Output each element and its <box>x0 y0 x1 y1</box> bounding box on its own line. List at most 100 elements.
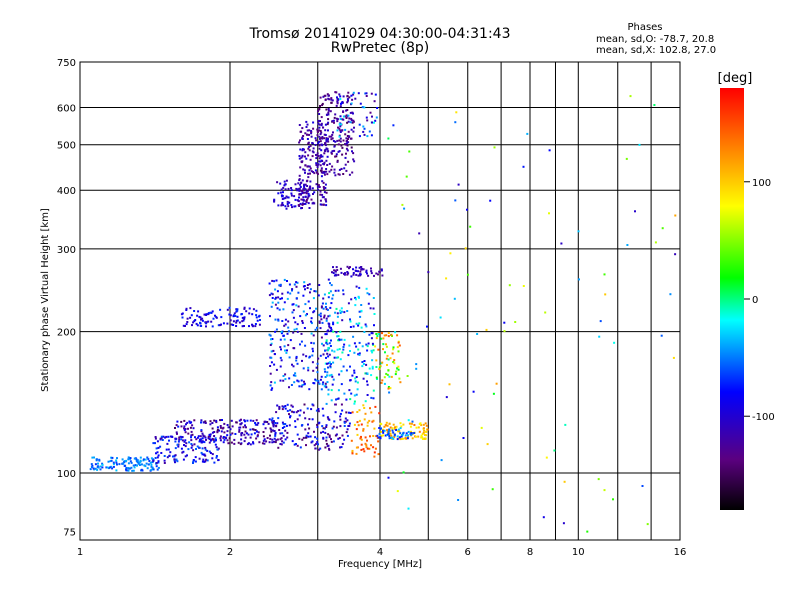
data-point <box>325 191 328 194</box>
data-point <box>445 396 448 399</box>
data-point <box>299 166 302 169</box>
data-point <box>415 363 418 366</box>
data-point <box>347 120 350 123</box>
data-point <box>280 348 282 351</box>
data-point <box>370 396 373 399</box>
data-point <box>323 161 326 164</box>
data-point <box>355 393 358 396</box>
data-point <box>377 331 380 334</box>
data-point <box>89 468 92 471</box>
data-point <box>364 92 367 95</box>
data-point <box>101 463 104 466</box>
data-point <box>295 443 297 445</box>
data-point <box>340 102 342 105</box>
data-point <box>190 314 193 317</box>
data-point <box>387 369 390 372</box>
data-point <box>314 447 317 450</box>
data-point <box>327 113 330 116</box>
data-point <box>101 462 104 465</box>
data-point <box>196 324 199 327</box>
data-point <box>378 366 381 369</box>
data-point <box>386 424 389 427</box>
data-point <box>388 422 391 425</box>
data-point <box>243 433 246 436</box>
data-point <box>320 122 323 125</box>
data-point <box>217 324 220 327</box>
data-point <box>336 348 339 351</box>
data-point <box>186 421 189 424</box>
data-point <box>366 372 369 375</box>
data-point <box>277 204 280 207</box>
data-point <box>178 436 181 439</box>
data-point <box>330 168 333 171</box>
data-point <box>311 418 314 421</box>
data-point <box>544 311 547 314</box>
data-point <box>341 442 344 445</box>
data-point <box>164 436 167 439</box>
data-point <box>302 203 305 205</box>
data-point <box>91 456 94 459</box>
data-point <box>350 137 353 140</box>
data-point <box>286 332 289 335</box>
data-point <box>295 355 298 358</box>
data-point <box>190 443 193 445</box>
data-point <box>281 320 284 322</box>
data-point <box>157 446 160 449</box>
data-point <box>186 454 188 457</box>
data-point <box>247 433 250 436</box>
data-point <box>322 297 325 300</box>
data-point <box>300 181 303 184</box>
data-point <box>341 319 344 322</box>
data-point <box>299 343 301 346</box>
data-point <box>226 322 229 325</box>
data-point <box>330 326 332 329</box>
data-point <box>336 139 339 142</box>
data-point <box>180 420 183 423</box>
data-point <box>325 424 328 427</box>
data-point <box>379 365 382 368</box>
data-point <box>346 109 349 111</box>
data-point <box>380 423 383 426</box>
data-point <box>345 369 348 372</box>
data-point <box>306 287 309 289</box>
data-point <box>368 447 371 450</box>
data-point <box>193 443 196 446</box>
data-point <box>335 153 338 156</box>
data-point <box>548 212 550 215</box>
data-point <box>150 463 153 466</box>
data-point <box>309 435 312 438</box>
data-point <box>226 424 229 426</box>
data-point <box>315 154 317 156</box>
data-point <box>328 326 331 329</box>
data-point <box>563 480 566 483</box>
data-point <box>303 186 306 189</box>
data-point <box>364 442 367 445</box>
data-point <box>388 391 391 394</box>
data-point <box>160 452 163 454</box>
data-point <box>244 430 247 433</box>
data-point <box>397 428 400 431</box>
data-point <box>279 182 282 185</box>
data-point <box>653 104 656 106</box>
data-point <box>294 420 297 423</box>
data-point <box>319 203 322 206</box>
data-point <box>357 348 360 351</box>
data-point <box>626 244 629 246</box>
data-point <box>548 149 551 152</box>
data-point <box>133 457 136 460</box>
data-point <box>336 129 339 132</box>
data-point <box>339 131 342 133</box>
data-point <box>522 165 525 168</box>
data-point <box>385 424 388 427</box>
data-point <box>308 427 311 430</box>
data-point <box>248 325 250 328</box>
data-point <box>354 97 357 100</box>
data-point <box>336 120 339 123</box>
data-point <box>184 455 187 458</box>
data-point <box>378 368 381 371</box>
data-point <box>347 91 350 94</box>
data-point <box>320 149 323 152</box>
data-point <box>295 304 298 307</box>
data-point <box>97 466 100 469</box>
data-point <box>299 186 302 188</box>
